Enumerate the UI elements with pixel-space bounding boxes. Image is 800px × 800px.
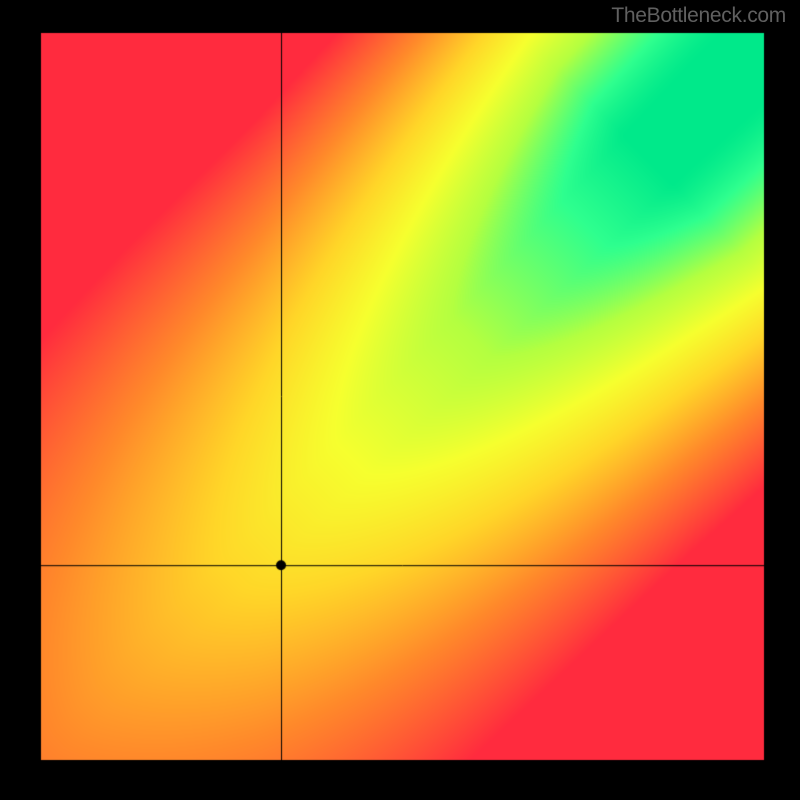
bottleneck-heatmap bbox=[0, 0, 800, 800]
watermark-text: TheBottleneck.com bbox=[611, 4, 786, 28]
